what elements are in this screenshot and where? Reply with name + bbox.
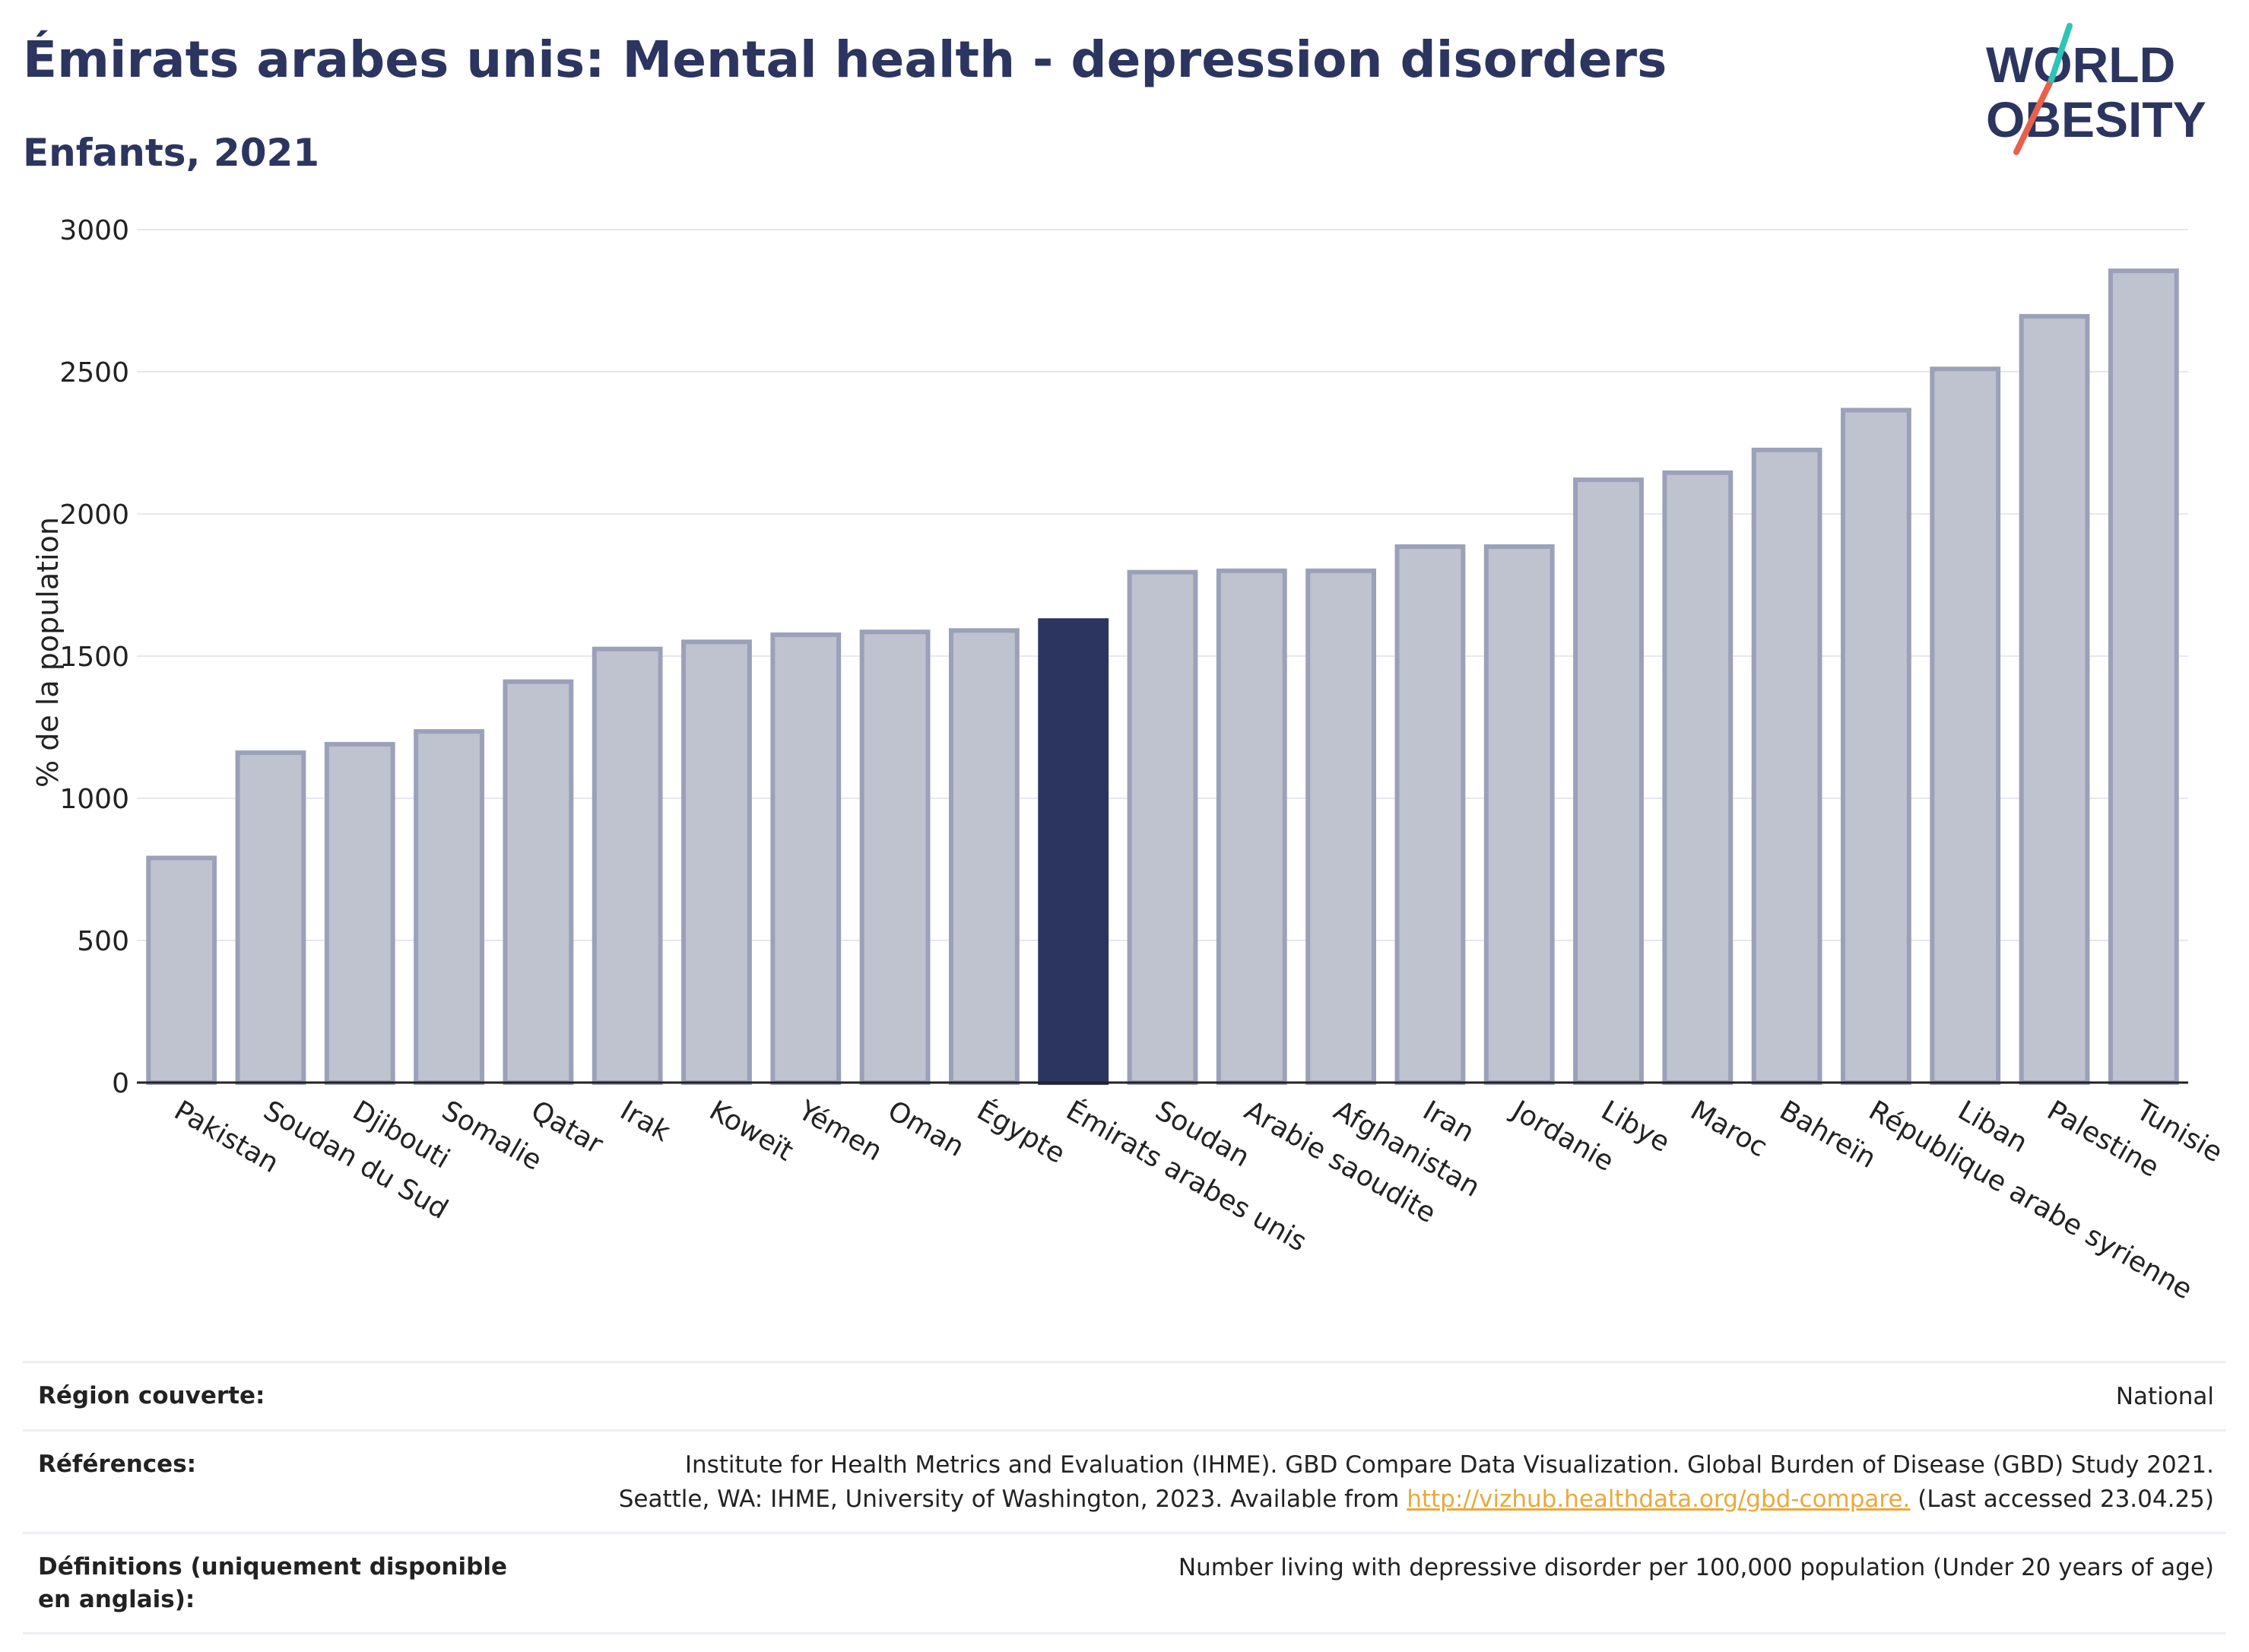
bar-qatar[interactable]: [503, 679, 574, 1085]
bar-palestine[interactable]: [2019, 314, 2090, 1085]
bar-kowe-t[interactable]: [681, 639, 752, 1085]
y-tick-label: 3000: [59, 215, 129, 246]
references-line2: Seattle, WA: IHME, University of Washing…: [619, 1482, 2214, 1517]
y-tick-label: 2500: [59, 357, 129, 388]
y-axis-label: % de la population: [31, 517, 65, 788]
info-row-definitions: Définitions (uniquement disponible en an…: [23, 1531, 2226, 1635]
info-row-references: Références: Institute for Health Metrics…: [23, 1428, 2226, 1532]
info-row-region: Région couverte: National: [23, 1361, 2226, 1429]
chart-title: Émirats arabes unis: Mental health - dep…: [23, 30, 1667, 89]
bar-afghanistan[interactable]: [1305, 568, 1377, 1085]
logo-line1: WORLD: [1986, 36, 2175, 93]
references-label: Références:: [38, 1450, 197, 1478]
bar--mirats-arabes-unis[interactable]: [1038, 618, 1109, 1085]
bar-liban[interactable]: [1930, 366, 2001, 1085]
x-tick-label: Bahreïn: [1775, 1095, 1881, 1175]
bar-bahre-n[interactable]: [1751, 447, 1822, 1085]
x-tick-label: Jordanie: [1505, 1094, 1619, 1178]
bar-soudan[interactable]: [1127, 569, 1198, 1085]
y-tick-label: 1000: [59, 784, 129, 815]
y-tick-label: 2000: [59, 499, 129, 531]
bar-irak[interactable]: [592, 646, 663, 1085]
references-value: Institute for Health Metrics and Evaluat…: [619, 1448, 2226, 1517]
y-tick-label: 1500: [59, 642, 129, 673]
bar-arabie-saoudite[interactable]: [1216, 568, 1287, 1085]
region-value: National: [2115, 1383, 2214, 1410]
bar-oman[interactable]: [859, 629, 931, 1085]
bar-maroc[interactable]: [1662, 470, 1734, 1085]
bar-libye[interactable]: [1573, 477, 1644, 1085]
y-tick-label: 500: [77, 926, 129, 957]
bar-chart: 0 500 1000 1500 2000 2500 3000 % de la populat…: [31, 215, 2228, 1306]
x-tick-label: Égypte: [972, 1094, 1071, 1169]
y-tick-label: 0: [112, 1068, 129, 1099]
info-table: Région couverte: National Références: In…: [23, 1361, 2226, 1635]
bar-jordanie[interactable]: [1483, 544, 1555, 1085]
chart-subtitle: Enfants, 2021: [23, 131, 320, 175]
x-tick-label: Irak: [615, 1095, 676, 1148]
bar-iran[interactable]: [1394, 544, 1466, 1085]
references-line2-pre: Seattle, WA: IHME, University of Washing…: [618, 1485, 1407, 1513]
x-tick-label: Yémen: [792, 1095, 887, 1168]
bar-pakistan[interactable]: [146, 855, 217, 1086]
references-line2-post: (Last accessed 23.04.25): [1910, 1485, 2214, 1513]
x-tick-label: Somalie: [436, 1095, 547, 1177]
bar-djibouti[interactable]: [324, 741, 395, 1085]
bar-somalie[interactable]: [414, 729, 484, 1085]
bar-tunisie[interactable]: [2108, 268, 2179, 1086]
bars: [146, 268, 2179, 1086]
bar-r-publique-arabe-syrienne[interactable]: [1841, 407, 1911, 1085]
definitions-label: Définitions (uniquement disponible en an…: [38, 1552, 508, 1614]
x-tick-label: Oman: [883, 1095, 969, 1163]
bar--gypte[interactable]: [948, 628, 1020, 1085]
x-tick-label: Iran: [1417, 1095, 1479, 1149]
region-label: Région couverte:: [38, 1382, 265, 1409]
world-obesity-logo: WORLD OBESITY: [1986, 23, 2206, 155]
x-tick-label: Maroc: [1685, 1095, 1772, 1163]
y-axis-ticks: 0 500 1000 1500 2000 2500 3000: [59, 215, 129, 1099]
references-link[interactable]: http://vizhub.healthdata.org/gbd-compare…: [1407, 1485, 1911, 1513]
bar-soudan-du-sud[interactable]: [235, 750, 306, 1085]
bar-y-men[interactable]: [770, 632, 842, 1085]
x-tick-label: Koweït: [704, 1095, 798, 1167]
definitions-value: Number living with depressive disorder p…: [1178, 1553, 2214, 1581]
references-line1: Institute for Health Metrics and Evaluat…: [684, 1451, 2214, 1479]
